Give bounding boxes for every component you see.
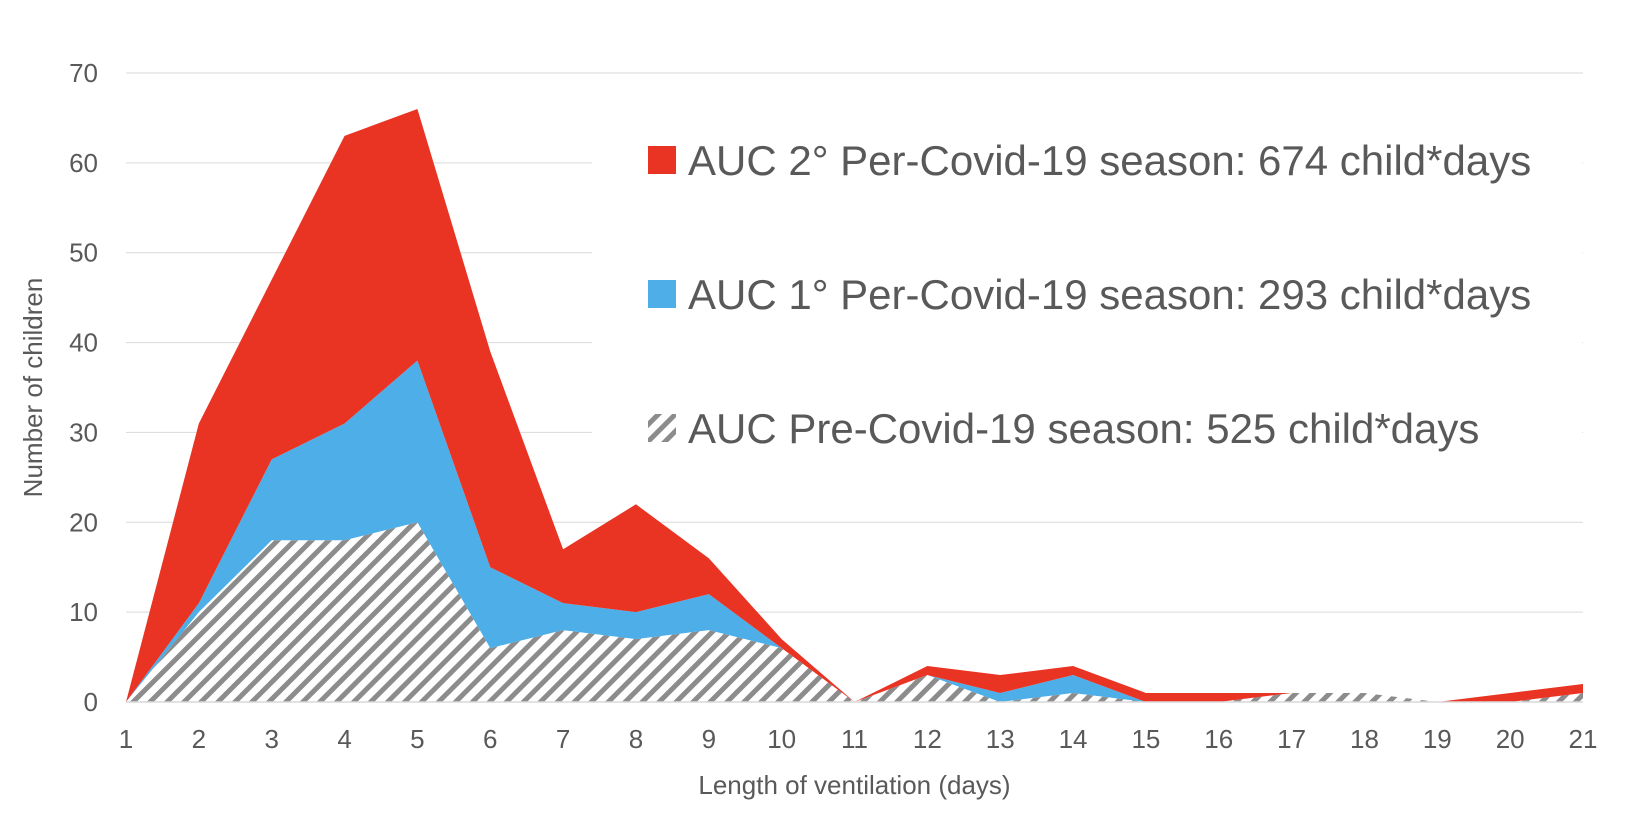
legend-swatch [648, 280, 676, 308]
x-tick-label: 19 [1423, 724, 1452, 754]
x-tick-label: 8 [629, 724, 643, 754]
legend-label: AUC 2° Per-Covid-19 season: 674 child*da… [688, 137, 1531, 184]
y-axis-title: Number of children [18, 278, 48, 498]
x-axis-title: Length of ventilation (days) [698, 770, 1010, 800]
x-tick-label: 3 [264, 724, 278, 754]
y-tick-label: 0 [84, 687, 98, 717]
x-tick-label: 14 [1059, 724, 1088, 754]
x-tick-label: 4 [337, 724, 351, 754]
x-tick-label: 16 [1204, 724, 1233, 754]
x-tick-label: 18 [1350, 724, 1379, 754]
y-tick-label: 70 [69, 58, 98, 88]
area-series-2 [126, 108, 1583, 702]
y-axis-ticks: 0 10 20 30 40 50 60 70 [69, 58, 98, 717]
x-tick-label: 6 [483, 724, 497, 754]
x-tick-label: 10 [767, 724, 796, 754]
x-tick-label: 7 [556, 724, 570, 754]
legend-swatch [648, 414, 676, 442]
legend-label: AUC 1° Per-Covid-19 season: 293 child*da… [688, 271, 1531, 318]
legend-label: AUC Pre-Covid-19 season: 525 child*days [688, 405, 1479, 452]
x-tick-label: 12 [913, 724, 942, 754]
x-tick-label: 2 [192, 724, 206, 754]
legend: AUC 2° Per-Covid-19 season: 674 child*da… [648, 137, 1531, 452]
x-tick-label: 9 [702, 724, 716, 754]
x-tick-label: 21 [1569, 724, 1598, 754]
x-tick-label: 20 [1496, 724, 1525, 754]
x-tick-label: 5 [410, 724, 424, 754]
y-tick-label: 10 [69, 597, 98, 627]
legend-background [592, 105, 1582, 470]
x-tick-label: 11 [841, 724, 868, 754]
x-axis-ticks: 1 2 3 4 5 6 7 8 9 10 11 12 13 14 15 16 17 18 19 20 21 [119, 724, 1598, 754]
y-tick-label: 60 [69, 148, 98, 178]
x-tick-label: 17 [1277, 724, 1306, 754]
area-series [126, 108, 1583, 702]
x-tick-label: 15 [1131, 724, 1160, 754]
legend-swatch [648, 146, 676, 174]
x-tick-label: 1 [119, 724, 133, 754]
area-series-0 [126, 522, 1583, 702]
y-tick-label: 20 [69, 507, 98, 537]
x-tick-label: 13 [986, 724, 1015, 754]
y-tick-label: 50 [69, 238, 98, 268]
y-tick-label: 30 [69, 417, 98, 447]
y-tick-label: 40 [69, 328, 98, 358]
area-series-1 [126, 360, 1583, 702]
